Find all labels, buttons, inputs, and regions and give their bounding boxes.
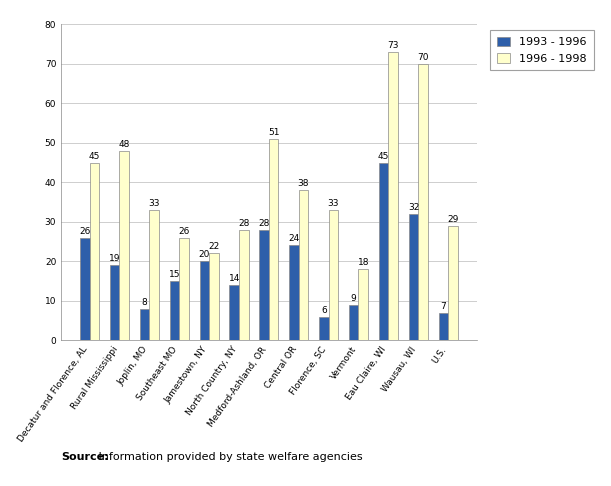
Text: 51: 51 bbox=[268, 128, 279, 137]
Bar bbox=[170, 281, 179, 340]
Bar bbox=[359, 269, 368, 340]
Bar bbox=[80, 238, 90, 340]
Bar bbox=[200, 261, 209, 340]
Text: 6: 6 bbox=[321, 306, 327, 314]
Text: 9: 9 bbox=[351, 294, 357, 303]
Bar bbox=[319, 316, 329, 340]
Bar bbox=[289, 245, 299, 340]
Text: Source:: Source: bbox=[61, 451, 109, 462]
Text: 8: 8 bbox=[142, 297, 147, 307]
Text: 48: 48 bbox=[119, 139, 130, 149]
Text: 32: 32 bbox=[408, 203, 419, 212]
Bar bbox=[269, 139, 279, 340]
Text: 20: 20 bbox=[199, 250, 210, 259]
Bar bbox=[149, 210, 159, 340]
Bar bbox=[209, 253, 219, 340]
Bar bbox=[389, 52, 398, 340]
Text: 29: 29 bbox=[447, 215, 459, 224]
Bar bbox=[448, 226, 458, 340]
Text: 28: 28 bbox=[238, 219, 249, 227]
Text: 24: 24 bbox=[288, 234, 299, 243]
Text: 45: 45 bbox=[89, 152, 100, 160]
Bar bbox=[259, 230, 269, 340]
Text: 26: 26 bbox=[178, 226, 189, 236]
Bar bbox=[140, 309, 149, 340]
Text: 15: 15 bbox=[169, 270, 180, 279]
Bar bbox=[439, 312, 448, 340]
Text: 73: 73 bbox=[387, 41, 399, 50]
Legend: 1993 - 1996, 1996 - 1998: 1993 - 1996, 1996 - 1998 bbox=[491, 30, 594, 70]
Bar bbox=[239, 230, 249, 340]
Text: 18: 18 bbox=[357, 258, 369, 267]
Text: 33: 33 bbox=[327, 199, 339, 208]
Text: 19: 19 bbox=[109, 254, 120, 263]
Bar bbox=[119, 151, 129, 340]
Bar bbox=[379, 162, 389, 340]
Bar bbox=[299, 190, 309, 340]
Bar bbox=[229, 285, 239, 340]
Text: 7: 7 bbox=[441, 302, 446, 311]
Bar bbox=[409, 214, 419, 340]
Text: 38: 38 bbox=[298, 179, 309, 188]
Text: 14: 14 bbox=[229, 274, 240, 283]
Text: 70: 70 bbox=[417, 53, 429, 62]
Text: 33: 33 bbox=[148, 199, 160, 208]
Text: 28: 28 bbox=[258, 219, 269, 227]
Bar bbox=[179, 238, 189, 340]
Bar bbox=[419, 64, 428, 340]
Bar bbox=[90, 162, 99, 340]
Bar bbox=[349, 305, 359, 340]
Text: 45: 45 bbox=[378, 152, 389, 160]
Text: 26: 26 bbox=[79, 226, 90, 236]
Text: Information provided by state welfare agencies: Information provided by state welfare ag… bbox=[95, 451, 362, 462]
Bar bbox=[329, 210, 338, 340]
Text: 22: 22 bbox=[208, 243, 219, 251]
Bar bbox=[110, 265, 119, 340]
